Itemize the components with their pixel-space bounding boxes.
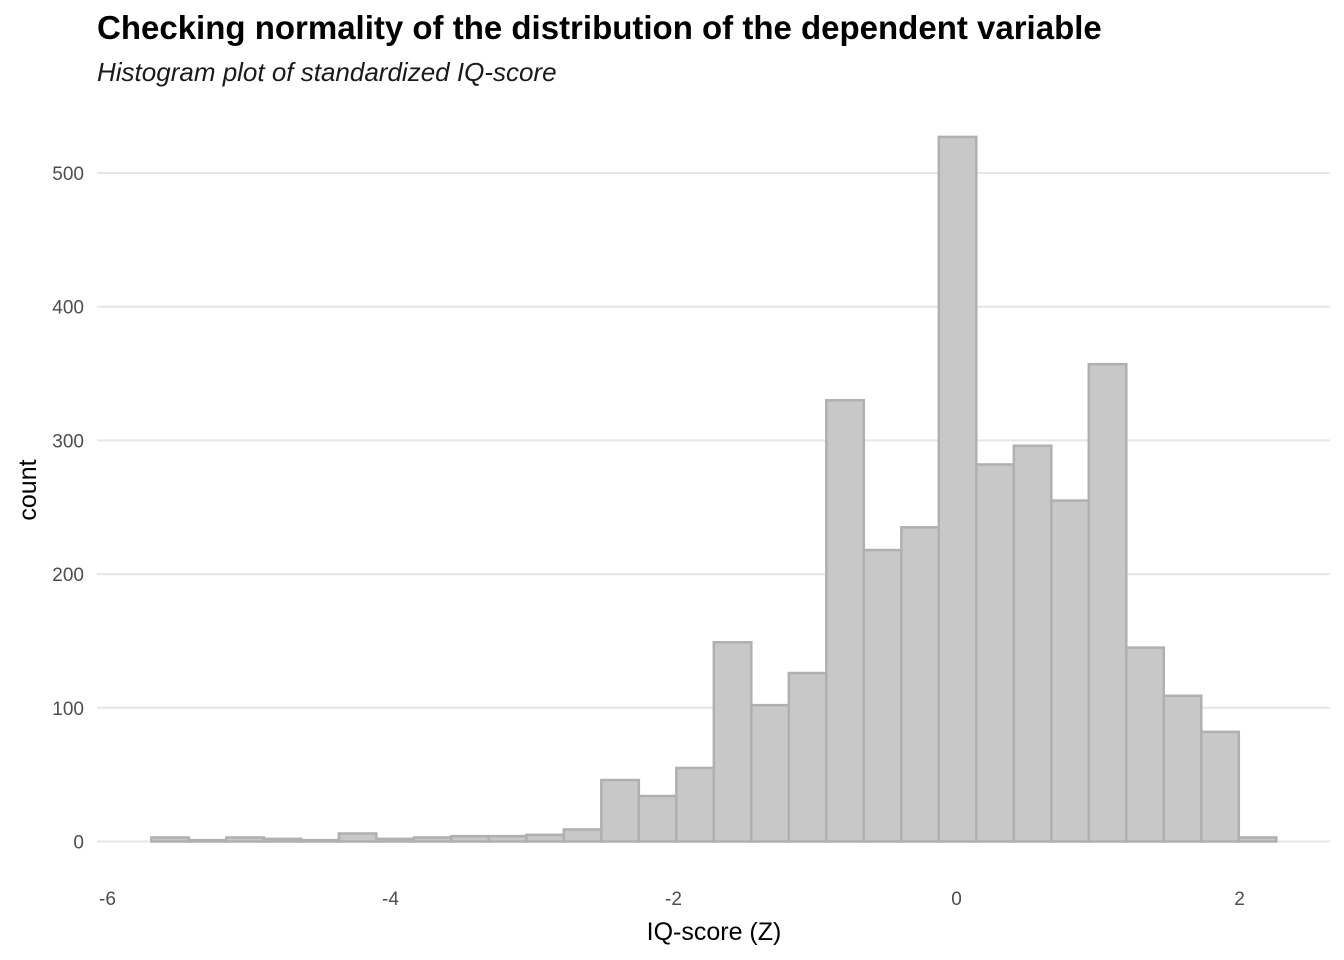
histogram-bar [1050,499,1091,843]
histogram-bar [675,766,716,843]
histogram-bar [900,526,941,843]
x-tick-label: 2 [1234,889,1245,910]
y-tick-label: 0 [73,833,84,854]
y-tick-label: 100 [52,699,84,720]
histogram-bar [562,828,603,843]
histogram-bar [187,838,228,843]
bar-layer [150,135,1278,843]
histogram-bar [975,463,1016,843]
x-tick-label: -4 [382,889,399,910]
x-tick-label: 0 [951,889,962,910]
histogram-bar [412,836,453,843]
histogram-bar [1125,646,1166,843]
histogram-bar [937,135,978,843]
histogram-bar [1200,730,1241,843]
chart-subtitle: Histogram plot of standardized IQ-score [97,57,557,87]
histogram-bar [862,548,903,843]
y-tick-label: 200 [52,565,84,586]
y-tick-label: 500 [52,164,84,185]
x-axis-title: IQ-score (Z) [647,918,782,946]
histogram-bar [1012,444,1053,843]
histogram-bar [1237,836,1278,843]
histogram-bar [450,834,491,843]
x-tick-label: -2 [665,889,682,910]
histogram-bar [825,399,866,843]
histogram-bar [337,832,378,843]
histogram-bar [525,833,566,843]
histogram-bar [787,671,828,843]
y-axis-title: count [14,459,42,520]
histogram-bar [262,837,303,843]
y-tick-label: 300 [52,431,84,452]
histogram-bar [1162,694,1203,843]
histogram-bar [600,778,641,843]
histogram-bar [375,837,416,843]
histogram-bar [150,836,191,843]
y-tick-label: 400 [52,298,84,319]
tick-layer: 0 100 200 300 400 500 -6 -4 -2 0 2 [52,164,1244,910]
histogram-bar [712,641,753,843]
histogram-bar [225,836,266,843]
histogram-bar [637,794,678,843]
histogram-bar [750,703,791,843]
x-tick-label: -6 [99,889,116,910]
chart-title: Checking normality of the distribution o… [97,9,1102,46]
histogram-bar [487,834,528,843]
histogram-bar [1087,362,1128,843]
histogram-bar [300,838,341,843]
